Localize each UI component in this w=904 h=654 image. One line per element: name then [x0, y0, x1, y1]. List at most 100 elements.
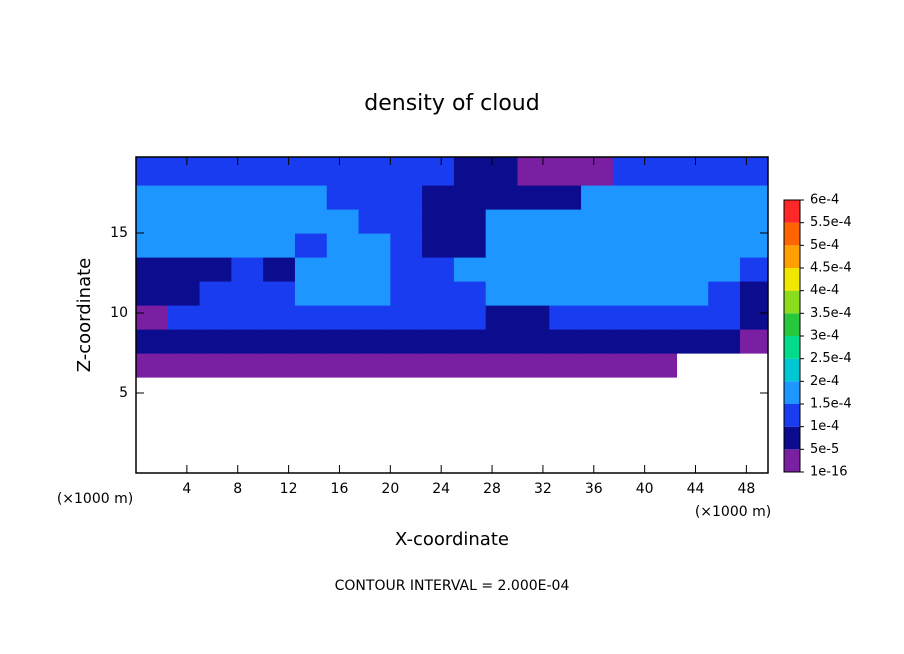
contour-cell [422, 353, 455, 378]
contour-cell [517, 281, 550, 306]
contour-cell [453, 353, 487, 378]
contour-cell [549, 185, 582, 210]
colorbar-band [784, 245, 800, 268]
colorbar-label: 5e-4 [810, 238, 839, 253]
contour-cell [708, 329, 741, 354]
contour-cell [167, 157, 201, 186]
contour-cell [612, 353, 646, 378]
colorbar-label: 1.5e-4 [810, 397, 852, 412]
contour-cell [294, 305, 328, 330]
contour-cell [326, 281, 360, 306]
x-axis-unit: (×1000 m) [695, 504, 771, 520]
contour-cell [612, 305, 646, 330]
contour-cell [644, 157, 678, 186]
plot-frame [135, 156, 769, 474]
contour-cell [199, 281, 232, 306]
contour-cell [708, 185, 741, 210]
contour-cell [167, 185, 201, 210]
contour-cell [326, 157, 360, 186]
contour-cell [676, 329, 709, 354]
contour-cell [549, 233, 582, 258]
x-tick-label: 16 [331, 481, 349, 497]
colorbar-band [784, 381, 800, 404]
contour-cell [581, 353, 614, 378]
contour-cell [740, 281, 768, 306]
x-tick-label: 24 [432, 481, 450, 497]
contour-cell [644, 185, 678, 210]
contour-cell [167, 281, 201, 306]
x-tick-label: 40 [636, 481, 654, 497]
contour-cell [485, 209, 519, 234]
contour-cell [199, 353, 232, 378]
contour-cell [581, 305, 614, 330]
contour-cell [263, 257, 296, 282]
contour-cell [231, 329, 264, 354]
contour-cell [294, 353, 328, 378]
colorbar-label: 2.5e-4 [810, 351, 852, 366]
contour-cell [326, 257, 360, 282]
contour-cell [390, 257, 423, 282]
colorbar-band [784, 404, 800, 427]
contour-cell [708, 257, 741, 282]
y-axis-unit: (×1000 m) [57, 491, 133, 507]
contour-cell [485, 329, 519, 354]
contour-cell [453, 209, 487, 234]
contour-cell [263, 353, 296, 378]
contour-cell [453, 233, 487, 258]
contour-cell [326, 209, 360, 234]
colorbar-band [784, 290, 800, 314]
contour-cell [485, 233, 519, 258]
contour-cell [612, 185, 646, 210]
colorbar-band [784, 222, 800, 246]
contour-cell [294, 209, 328, 234]
contour-cell [167, 353, 201, 378]
contour-cell [453, 257, 487, 282]
contour-cell [422, 305, 455, 330]
x-tick-label: 32 [534, 481, 552, 497]
contour-cell [294, 185, 328, 210]
contour-cell [581, 281, 614, 306]
contour-cell [453, 329, 487, 354]
contour-cell [612, 257, 646, 282]
colorbar-label: 2e-4 [810, 374, 839, 389]
contour-cell [485, 185, 519, 210]
contour-cell [136, 305, 169, 330]
contour-cell [517, 233, 550, 258]
contour-cell [549, 305, 582, 330]
contour-cell [136, 353, 169, 378]
contour-cell [612, 329, 646, 354]
contour-cell [231, 185, 264, 210]
contour-cell [517, 185, 550, 210]
contour-cell [199, 185, 232, 210]
contour-cell [136, 329, 169, 354]
contour-cell [390, 209, 423, 234]
contour-cell [517, 209, 550, 234]
colorbar-band [784, 426, 800, 450]
contour-cell [517, 329, 550, 354]
contour-cell [676, 157, 709, 186]
contour-cell [676, 185, 709, 210]
contour-cell [676, 257, 709, 282]
colorbar-band [784, 313, 800, 336]
contour-cell [326, 233, 360, 258]
x-tick-label: 44 [687, 481, 705, 497]
contour-cell [517, 257, 550, 282]
contour-cell [136, 209, 169, 234]
contour-cell [263, 185, 296, 210]
colorbar-band [784, 268, 800, 291]
contour-cell [676, 209, 709, 234]
contour-cell [708, 157, 741, 186]
contour-cell [199, 305, 232, 330]
contour-cell [231, 233, 264, 258]
contour-cell [517, 157, 550, 186]
contour-cell [549, 353, 582, 378]
contour-cell [612, 157, 646, 186]
contour-cell [422, 185, 455, 210]
contour-cell [326, 305, 360, 330]
contour-cell [740, 185, 768, 210]
contour-cell [612, 209, 646, 234]
contour-cell [358, 281, 391, 306]
contour-cell [644, 353, 678, 378]
contour-cell [676, 281, 709, 306]
y-tick-label: 5 [119, 385, 128, 401]
